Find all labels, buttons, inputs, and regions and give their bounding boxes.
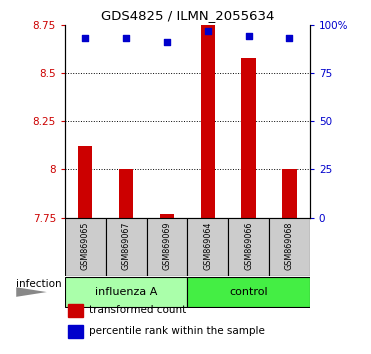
Text: GSM869065: GSM869065 — [81, 222, 90, 270]
Bar — [119, 170, 133, 218]
Bar — [106, 218, 147, 276]
Bar — [65, 218, 106, 276]
Title: GDS4825 / ILMN_2055634: GDS4825 / ILMN_2055634 — [101, 9, 274, 22]
Bar — [65, 277, 187, 307]
Bar — [269, 218, 310, 276]
Bar — [78, 146, 92, 218]
Text: GSM869069: GSM869069 — [162, 222, 171, 270]
Text: percentile rank within the sample: percentile rank within the sample — [89, 326, 265, 336]
Bar — [187, 218, 228, 276]
Text: influenza A: influenza A — [95, 287, 157, 297]
Text: GSM869067: GSM869067 — [122, 222, 131, 270]
Text: control: control — [229, 287, 268, 297]
Bar — [187, 277, 310, 307]
Text: infection: infection — [16, 279, 62, 289]
Text: GSM869068: GSM869068 — [285, 222, 294, 270]
Bar — [68, 304, 83, 317]
Point — [246, 34, 252, 39]
Bar — [282, 170, 296, 218]
Text: GSM869064: GSM869064 — [203, 222, 212, 270]
Bar — [228, 218, 269, 276]
Text: transformed count: transformed count — [89, 305, 186, 315]
Bar — [160, 214, 174, 218]
Point — [205, 28, 211, 33]
Point — [164, 39, 170, 45]
Bar — [201, 0, 215, 218]
Polygon shape — [16, 287, 47, 297]
Bar — [147, 218, 187, 276]
Point — [123, 35, 129, 41]
Bar — [242, 58, 256, 218]
Bar — [68, 325, 83, 338]
Point — [82, 35, 88, 41]
Text: GSM869066: GSM869066 — [244, 222, 253, 270]
Point — [286, 35, 292, 41]
